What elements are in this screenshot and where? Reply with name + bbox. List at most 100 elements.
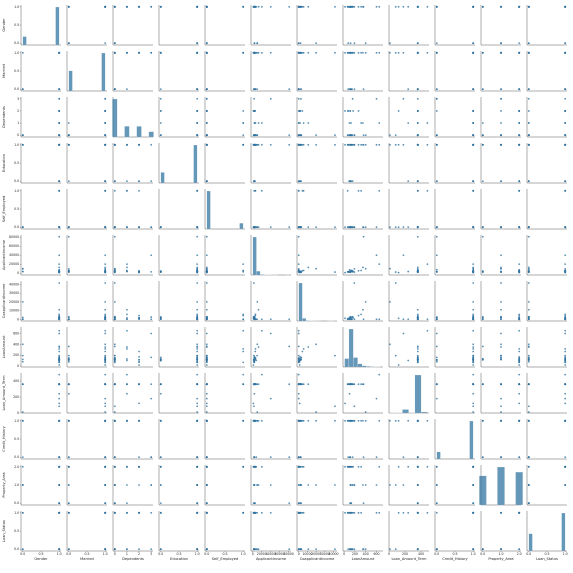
scatter-point	[357, 269, 360, 272]
hist-bar	[148, 131, 154, 138]
scatter-point	[500, 42, 502, 45]
scatter-point	[196, 364, 199, 366]
scatter-point	[416, 143, 419, 146]
scatter-point	[196, 419, 199, 422]
scatter-point	[196, 356, 199, 359]
scatter-point	[58, 392, 61, 395]
scatter-point	[297, 122, 300, 124]
scatter-point	[269, 456, 272, 459]
scatter-point	[253, 511, 256, 514]
scatter-point	[205, 97, 208, 100]
y-tick-label: 0.0	[14, 501, 19, 505]
y-tick-label: 200	[13, 353, 19, 357]
scatter-point	[518, 355, 521, 358]
scatter-point	[205, 51, 208, 54]
scatter-point	[378, 511, 381, 514]
scatter-point	[255, 456, 258, 459]
scatter-point	[360, 511, 363, 514]
y-axis-label: Loan_Status	[2, 520, 6, 542]
scatter-point	[518, 314, 521, 317]
hist-bar	[55, 6, 60, 46]
scatter-point	[500, 316, 502, 319]
scatter-point	[21, 411, 24, 413]
scatter-point	[67, 392, 70, 395]
scatter-point	[352, 110, 355, 112]
x-tick-label: 1.0	[57, 552, 62, 556]
scatter-point	[205, 502, 208, 505]
scatter-point	[205, 456, 208, 459]
x-axis-label: Married	[80, 557, 94, 561]
scatter-point	[297, 134, 300, 137]
scatter-point	[378, 143, 381, 146]
x-tick-label: 80000	[284, 552, 294, 556]
scatter-point	[159, 502, 162, 505]
scatter-point	[527, 235, 530, 238]
scatter-point	[21, 419, 24, 422]
scatter-point	[426, 51, 429, 54]
scatter-point	[481, 383, 484, 386]
scatter-point	[353, 88, 356, 91]
scatter-point	[481, 358, 484, 361]
scatter-point	[113, 345, 116, 348]
scatter-point	[416, 502, 419, 505]
hist-bar	[193, 144, 198, 184]
scatter-point	[196, 397, 199, 400]
scatter-point	[288, 318, 291, 321]
scatter-point	[159, 383, 162, 386]
y-axis-label: Property_Area	[2, 472, 6, 497]
scatter-point	[104, 419, 107, 422]
x-tick-label: 0.0	[526, 552, 531, 556]
scatter-point	[307, 51, 310, 54]
scatter-point	[297, 360, 300, 363]
y-tick-label: 0.5	[14, 207, 19, 211]
scatter-point	[472, 282, 475, 284]
scatter-point	[481, 318, 484, 321]
scatter-point	[378, 318, 381, 321]
scatter-point	[196, 122, 199, 124]
scatter-point	[394, 226, 397, 229]
scatter-point	[253, 354, 255, 357]
scatter-point	[472, 267, 475, 270]
scatter-point	[357, 51, 360, 54]
scatter-point	[138, 364, 140, 366]
scatter-point	[564, 484, 567, 486]
scatter-point	[349, 548, 352, 551]
scatter-point	[416, 419, 419, 422]
scatter-point	[113, 51, 116, 54]
scatter-point	[21, 383, 24, 386]
scatter-point	[67, 548, 70, 551]
scatter-point	[58, 397, 61, 400]
scatter-point	[150, 316, 153, 318]
scatter-point	[288, 134, 291, 137]
y-axis-label: Gender	[2, 18, 6, 32]
y-tick-label: 0.0	[14, 87, 19, 91]
scatter-point	[159, 456, 162, 459]
scatter-point	[518, 318, 521, 321]
scatter-point	[362, 308, 364, 311]
scatter-point	[58, 263, 61, 266]
scatter-point	[297, 143, 300, 146]
scatter-point	[344, 5, 346, 8]
scatter-point	[159, 419, 162, 422]
scatter-point	[500, 282, 502, 284]
scatter-point	[254, 347, 257, 350]
y-tick-label: 0.0	[14, 455, 19, 459]
scatter-point	[150, 226, 153, 229]
scatter-point	[527, 456, 530, 459]
scatter-point	[253, 358, 256, 361]
scatter-point	[315, 419, 318, 422]
scatter-point	[527, 42, 530, 45]
scatter-point	[378, 122, 381, 124]
scatter-point	[416, 42, 419, 45]
scatter-point	[518, 189, 521, 192]
scatter-point	[518, 402, 521, 405]
x-axis-label: Education	[170, 557, 188, 561]
scatter-point	[426, 143, 429, 146]
scatter-point	[334, 271, 336, 273]
scatter-point	[104, 254, 107, 257]
scatter-point	[315, 267, 318, 270]
scatter-point	[260, 373, 263, 376]
scatter-point	[416, 180, 419, 183]
scatter-point	[253, 405, 255, 408]
scatter-point	[113, 5, 116, 8]
